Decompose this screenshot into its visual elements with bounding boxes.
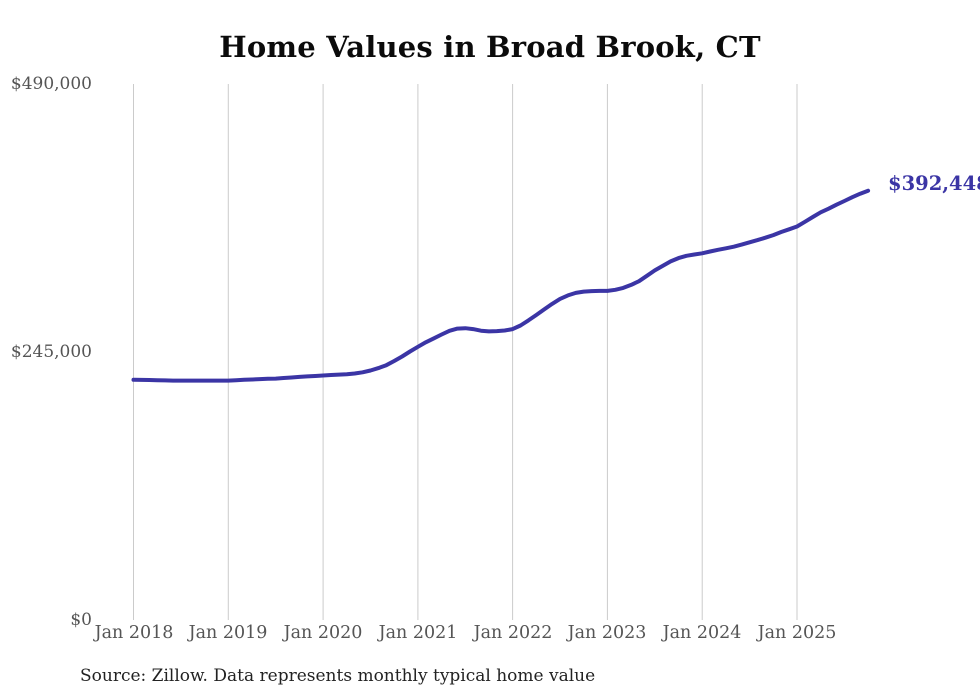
x-tick-label-2021: Jan 2021 <box>378 623 458 643</box>
end-value-label: $392,448 <box>888 172 980 195</box>
x-tick-label-2018: Jan 2018 <box>94 623 174 643</box>
chart-title: Home Values in Broad Brook, CT <box>219 30 761 64</box>
x-tick-label-2024: Jan 2024 <box>662 623 742 643</box>
x-tick-label-2022: Jan 2022 <box>473 623 553 643</box>
y-tick-label-0: $0 <box>70 610 92 630</box>
x-tick-label-2023: Jan 2023 <box>567 623 647 643</box>
x-tick-label-2020: Jan 2020 <box>283 623 363 643</box>
y-tick-label-245000: $245,000 <box>10 342 92 362</box>
x-tick-label-2025: Jan 2025 <box>757 623 837 643</box>
y-tick-label-490000: $490,000 <box>10 74 92 94</box>
x-tick-label-2019: Jan 2019 <box>188 623 268 643</box>
home-value-line <box>131 188 871 383</box>
source-note: Source: Zillow. Data represents monthly … <box>80 666 596 686</box>
gridlines <box>133 84 798 620</box>
